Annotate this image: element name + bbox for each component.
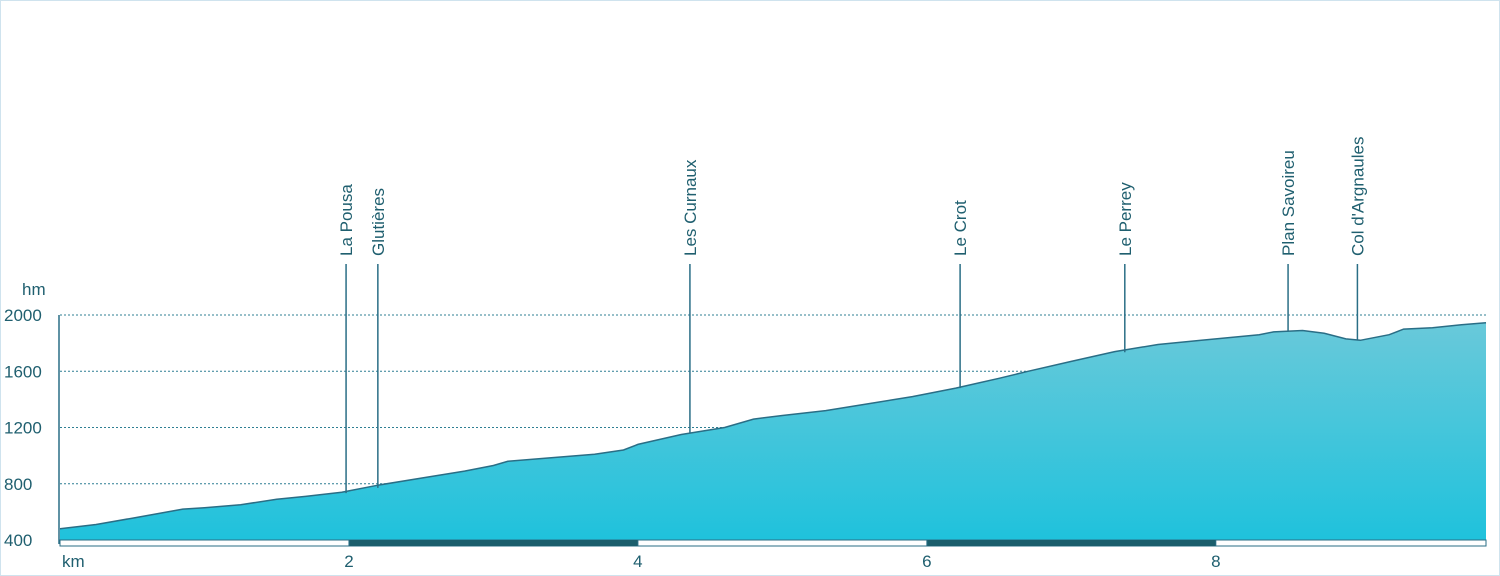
- y-tick-label: 800: [4, 475, 32, 494]
- place-label: La Pousa: [337, 184, 356, 256]
- place-label: Plan Savoireu: [1279, 150, 1298, 256]
- y-tick-label: 400: [4, 531, 32, 550]
- axes: 400 800 1200 1600 2000 2 4 6 8: [4, 306, 1487, 571]
- place-label: Col d'Argnaules: [1348, 137, 1367, 256]
- y-tick-label: 1600: [4, 362, 42, 381]
- place-label: Le Perrey: [1116, 182, 1135, 256]
- profile-area: [60, 322, 1486, 540]
- y-axis-label: hm: [22, 280, 46, 299]
- place-label: Glutières: [369, 188, 388, 256]
- scale-segment: [348, 540, 638, 546]
- place-label: Le Crot: [951, 200, 970, 256]
- profile-area-layer: [59, 321, 1487, 540]
- scale-segment: [926, 540, 1216, 546]
- y-tick-label: 1200: [4, 419, 42, 438]
- y-tick-label: 2000: [4, 306, 42, 325]
- place-label: Les Curnaux: [681, 159, 700, 256]
- x-axis-label: km: [62, 552, 85, 571]
- x-tick-label: 2: [344, 552, 353, 571]
- place-markers: La Pousa Glutières Les Curnaux Le Crot Le Pe…: [337, 137, 1367, 494]
- x-tick-label: 8: [1211, 552, 1220, 571]
- x-tick-label: 6: [922, 552, 931, 571]
- profile-line: [59, 321, 1487, 530]
- scale-band: [59, 539, 1487, 547]
- x-tick-label: 4: [633, 552, 642, 571]
